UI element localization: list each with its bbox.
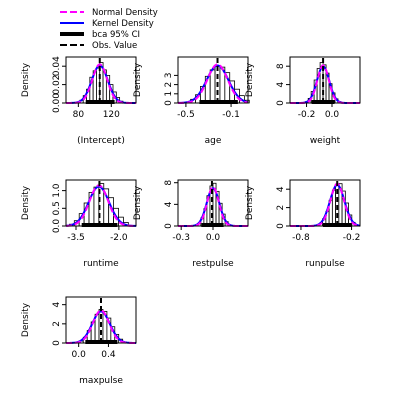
normal-density-line xyxy=(177,63,249,104)
y-tick-label: 8 xyxy=(276,63,286,69)
normal-density-line xyxy=(65,309,137,344)
plot-frame xyxy=(289,179,361,227)
x-tick-label: 80 xyxy=(73,110,85,120)
y-tick-label: 0.04 xyxy=(52,56,62,76)
y-tick-label: 1 xyxy=(164,91,174,97)
x-tick-label: -0.8 xyxy=(292,233,310,243)
panel-6: -0.8 -0.2 0 2 4 runpulse Density xyxy=(245,179,361,269)
histogram-bar xyxy=(209,69,216,104)
y-axis-title: Density xyxy=(21,302,31,337)
x-axis-title: restpulse xyxy=(192,259,234,269)
y-tick-label: 4 xyxy=(164,201,174,207)
y-tick-label: 4 xyxy=(276,81,286,87)
y-tick-label: 0.0 xyxy=(52,219,62,234)
normal-density-line xyxy=(65,184,136,227)
legend-label-normal: Normal Density xyxy=(92,8,158,18)
x-axis-title: (Intercept) xyxy=(77,136,125,146)
x-tick-label: 0.0 xyxy=(71,350,86,360)
normal-density-line xyxy=(290,182,361,227)
x-axis-title: maxpulse xyxy=(79,376,123,386)
legend-label-kernel: Kernel Density xyxy=(92,19,154,29)
x-axis-title: weight xyxy=(310,136,341,146)
legend: Normal Density Kernel Density bca 95% CI… xyxy=(60,8,158,51)
panel-2: -0.5 -0.1 0 1 2 3 age Density xyxy=(133,56,250,146)
x-tick-label: 0.4 xyxy=(101,350,116,360)
y-tick-label: 0.02 xyxy=(52,75,62,95)
legend-item-obs: Obs. Value xyxy=(60,41,137,51)
y-tick-label: 8 xyxy=(164,180,174,186)
y-tick-label: 3 xyxy=(164,73,174,79)
y-tick-label: 0 xyxy=(164,223,174,229)
y-tick-label: 2 xyxy=(52,321,62,327)
plot-frame xyxy=(65,179,137,227)
x-tick-label: 120 xyxy=(103,110,120,120)
x-tick-label: 0.0 xyxy=(206,233,221,243)
x-tick-label: -0.1 xyxy=(222,110,240,120)
legend-item-normal: Normal Density xyxy=(60,8,158,18)
y-axis-title: Density xyxy=(133,62,143,97)
x-tick-label: -0.2 xyxy=(343,233,361,243)
y-axis-title: Density xyxy=(21,62,31,97)
x-tick-label: -0.5 xyxy=(177,110,195,120)
y-tick-label: 0 xyxy=(276,223,286,229)
panel-1: 80 120 0.000.020.04 (Intercept) Density xyxy=(21,56,137,146)
y-axis-title: Density xyxy=(133,185,143,220)
plot-frame xyxy=(65,296,137,344)
x-tick-label: -0.3 xyxy=(172,233,190,243)
y-tick-label: 2 xyxy=(164,82,174,88)
panel-3: -0.2 0.0 0 4 8 weight Density xyxy=(245,56,361,146)
plot-frame xyxy=(65,56,137,104)
plot-frame xyxy=(289,56,361,104)
panel-5: -0.3 0.0 0 4 8 restpulse Density xyxy=(133,179,249,269)
y-tick-label: 4 xyxy=(276,186,286,192)
x-axis-title: runpulse xyxy=(305,259,345,269)
y-tick-label: 0 xyxy=(276,100,286,106)
y-axis-title: Density xyxy=(21,185,31,220)
y-tick-label: 0.5 xyxy=(52,201,62,215)
y-tick-label: 4 xyxy=(52,302,62,308)
x-axis-title: age xyxy=(205,136,222,146)
legend-item-kernel: Kernel Density xyxy=(60,19,154,29)
y-axis-title: Density xyxy=(245,62,255,97)
legend-label-ci: bca 95% CI xyxy=(92,30,140,40)
histogram-bar xyxy=(93,186,100,227)
y-axis-title: Density xyxy=(245,185,255,220)
panel-4: -3.5 -2.0 0.0 0.5 1.0 runtime Density xyxy=(21,179,137,269)
y-tick-label: 0 xyxy=(164,100,174,106)
legend-label-obs: Obs. Value xyxy=(92,41,137,51)
legend-item-ci: bca 95% CI xyxy=(60,30,140,40)
x-tick-label: 0.0 xyxy=(325,110,340,120)
plot-frame xyxy=(177,56,249,104)
x-tick-label: -0.2 xyxy=(298,110,316,120)
y-tick-label: 2 xyxy=(276,205,286,211)
y-tick-label: 1.0 xyxy=(52,183,62,198)
panel-7: 0.0 0.4 0 2 4 maxpulse Density xyxy=(21,296,137,386)
x-tick-label: -2.0 xyxy=(110,233,128,243)
y-tick-label: 0 xyxy=(52,340,62,346)
y-tick-label: 0.00 xyxy=(52,93,62,113)
x-axis-title: runtime xyxy=(83,259,119,269)
histogram-bar xyxy=(331,189,336,227)
x-tick-label: -3.5 xyxy=(67,233,85,243)
